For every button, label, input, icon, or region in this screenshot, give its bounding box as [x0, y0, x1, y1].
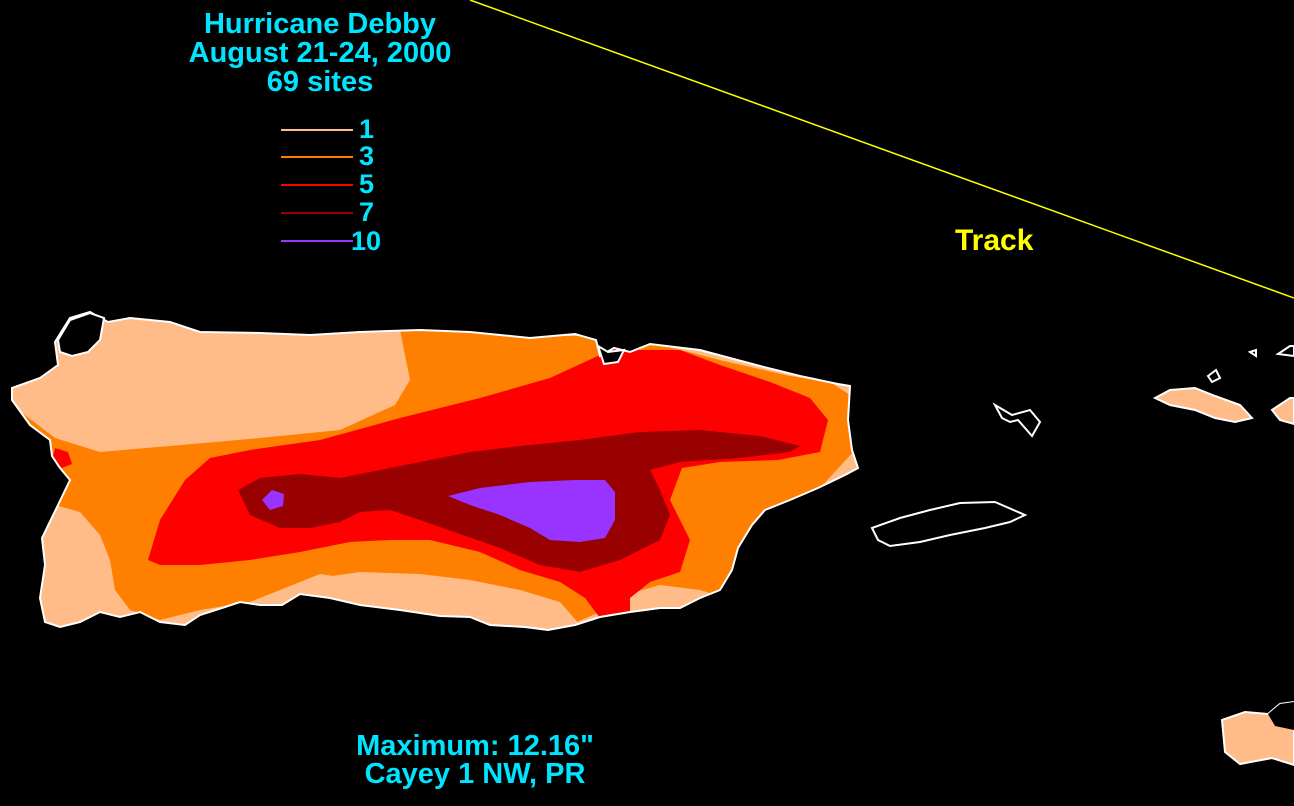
no-data-area-northwest	[56, 311, 106, 358]
legend-label-1: 1	[359, 114, 375, 144]
vieques-island	[870, 500, 1028, 548]
small-cay-1	[1206, 368, 1222, 384]
contour-10in-west	[262, 490, 284, 510]
puerto-rico-coastline	[11, 310, 860, 632]
legend-swatch-3	[281, 156, 353, 158]
san-juan-bay	[596, 343, 626, 366]
legend-swatch-10	[281, 240, 353, 242]
small-cay-3	[1275, 345, 1294, 358]
culebra-island	[992, 402, 1042, 438]
legend-label-10: 10	[351, 226, 382, 256]
maximum-value: Maximum: 12.16"	[356, 730, 594, 762]
legend-swatch-1	[281, 129, 353, 131]
hurricane-track-line	[469, 0, 1294, 299]
map-site-count: 69 sites	[266, 66, 374, 98]
st-thomas-island	[1152, 386, 1254, 424]
legend-label-5: 5	[359, 169, 375, 199]
contour-10in	[448, 480, 615, 542]
puerto-rico-contours	[12, 312, 858, 630]
st-john-island	[1270, 397, 1294, 426]
map-dates: August 21-24, 2000	[188, 37, 452, 69]
map-title: Hurricane Debby	[203, 8, 437, 40]
legend-label-3: 3	[359, 141, 375, 171]
legend-swatch-5	[281, 184, 353, 186]
contour-1in-south	[318, 572, 580, 630]
legend-swatch-7	[281, 212, 353, 214]
maximum-location: Cayey 1 NW, PR	[364, 758, 586, 790]
st-croix-no-data	[1268, 702, 1294, 730]
legend-label-7: 7	[359, 197, 375, 227]
track-label: Track	[955, 224, 1034, 257]
small-cay-2	[1247, 348, 1257, 358]
